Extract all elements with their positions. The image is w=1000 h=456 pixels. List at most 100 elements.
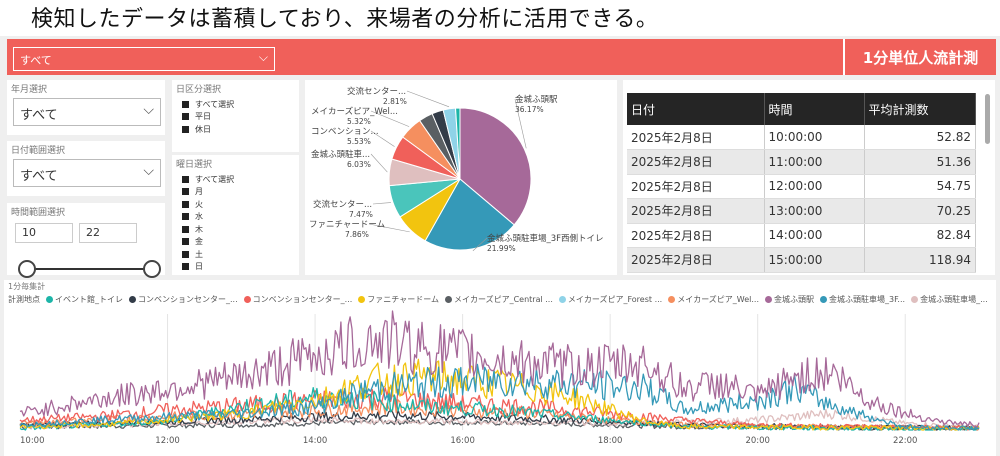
table-row: 2025年2月8日 12:00:00 54.75 bbox=[627, 174, 976, 199]
date-range-filter: 日付範囲選択 すべて ⌵ bbox=[7, 141, 165, 196]
day-type-option[interactable]: すべて選択 bbox=[182, 98, 234, 111]
checkbox-icon bbox=[182, 213, 189, 221]
table-row: 2025年2月8日 15:00:00 118.94 bbox=[627, 247, 976, 273]
chevron-down-icon: ⌵ bbox=[258, 50, 268, 64]
line-chart-legend: 計測地点 イベント館_トイレ コンベンションセンター_... コンベンションセンター… bbox=[8, 294, 998, 305]
time-to-input[interactable]: 22 bbox=[79, 223, 137, 243]
pie-slice-percent: 5.32% bbox=[347, 117, 371, 126]
x-tick-label: 14:00 bbox=[303, 436, 328, 446]
legend-dot-icon bbox=[358, 296, 366, 303]
data-table-panel: 日付 時間 平均計測数 2025年2月8日 10:00:00 52.82 2025年… bbox=[623, 80, 995, 275]
legend-item[interactable]: 金城ふ頭駐車場_... bbox=[911, 294, 988, 305]
legend-dot-icon bbox=[765, 296, 773, 303]
legend-dot-icon bbox=[46, 296, 53, 303]
column-header-average[interactable]: 平均計測数 bbox=[864, 93, 976, 125]
legend-dot-icon bbox=[243, 296, 251, 303]
checkbox-icon bbox=[182, 175, 189, 183]
weekday-option[interactable]: 月 bbox=[182, 186, 234, 199]
legend-dot-icon bbox=[129, 296, 136, 303]
pie-slice-label: 金城ふ頭駐車場_3F西側トイレ bbox=[487, 233, 604, 244]
pie-slice-percent: 7.47% bbox=[349, 210, 373, 219]
pie-slice-percent: 5.53% bbox=[347, 137, 371, 146]
legend-item[interactable]: コンベンションセンター_... bbox=[243, 294, 352, 305]
legend-dot-icon bbox=[668, 296, 676, 303]
day-type-list: すべて選択 平日 休日 bbox=[182, 98, 234, 136]
time-slider-start-handle[interactable] bbox=[18, 260, 36, 278]
legend-item[interactable]: ファニチャードーム bbox=[358, 294, 439, 305]
dashboard-title: 1分単位人流計測 bbox=[843, 39, 996, 75]
month-dropdown[interactable]: すべて ⌵ bbox=[13, 98, 161, 126]
checkbox-icon bbox=[182, 200, 189, 208]
pie-slice-percent: 6.03% bbox=[347, 160, 371, 169]
time-range-filter: 時間範囲選択 10 22 bbox=[7, 203, 165, 278]
weekday-option[interactable]: 土 bbox=[182, 248, 234, 261]
legend-item[interactable]: イベント館_トイレ bbox=[46, 294, 123, 305]
dashboard: すべて ⌵ 1分単位人流計測 年月選択 すべて ⌵ 日付範囲選択 すべて ⌵ 時… bbox=[0, 36, 1000, 456]
pie-slice-percent: 36.17% bbox=[515, 105, 544, 114]
pie-slice-label: 交流センター... bbox=[347, 86, 406, 97]
pie-slice-percent: 7.86% bbox=[345, 230, 369, 239]
time-slider-track[interactable] bbox=[25, 268, 160, 270]
date-range-dropdown[interactable]: すべて ⌵ bbox=[13, 159, 161, 187]
top-bar: すべて ⌵ 1分単位人流計測 bbox=[7, 39, 996, 75]
series-line[interactable] bbox=[19, 363, 980, 431]
x-tick-label: 22:00 bbox=[893, 436, 918, 446]
line-chart-title: 1分毎集計 bbox=[8, 282, 46, 291]
column-header-date[interactable]: 日付 bbox=[627, 93, 765, 125]
weekday-option[interactable]: 金 bbox=[182, 236, 234, 249]
pie-slice-label: 交流センター... bbox=[313, 199, 372, 210]
pie-slice[interactable] bbox=[424, 178, 515, 251]
pie-chart-panel: 金城ふ頭駅 36.17% 金城ふ頭駐車場_3F西側トイレ 21.99% ファニチャードー… bbox=[305, 80, 617, 275]
line-chart-panel: 1分毎集計 計測地点 イベント館_トイレ コンベンションセンター_... コンベンシ… bbox=[4, 280, 996, 456]
pie-slice[interactable] bbox=[455, 107, 461, 180]
pie-slice-label: ファニチャードーム bbox=[309, 220, 385, 230]
checkbox-icon bbox=[182, 113, 189, 121]
legend-item[interactable]: メイカーズピア_Forest ... bbox=[558, 294, 662, 305]
weekday-option[interactable]: 火 bbox=[182, 198, 234, 211]
legend-item[interactable]: コンベンションセンター_... bbox=[129, 294, 238, 305]
checkbox-icon bbox=[182, 225, 189, 233]
date-range-value: すべて bbox=[20, 169, 58, 184]
legend-item[interactable]: 金城ふ頭駅 bbox=[765, 294, 814, 305]
day-type-option[interactable]: 平日 bbox=[182, 111, 234, 124]
time-range-label: 時間範囲選択 bbox=[11, 208, 66, 218]
checkbox-icon bbox=[182, 188, 189, 196]
weekday-option[interactable]: すべて選択 bbox=[182, 173, 234, 186]
time-from-input[interactable]: 10 bbox=[15, 223, 73, 243]
day-type-filter: 日区分選択 すべて選択 平日 休日 bbox=[172, 80, 299, 152]
legend-item[interactable]: メイカーズピア_Wel... bbox=[668, 294, 759, 305]
table-scrollbar[interactable] bbox=[985, 94, 990, 144]
column-header-time[interactable]: 時間 bbox=[764, 93, 865, 125]
pie-leader-line bbox=[370, 153, 388, 173]
day-type-option[interactable]: 休日 bbox=[182, 123, 234, 136]
weekday-option[interactable]: 木 bbox=[182, 223, 234, 236]
pie-slice[interactable] bbox=[459, 107, 532, 226]
pie-slice-label: 金城ふ頭駅 bbox=[515, 94, 558, 105]
pie-slice-label: メイカーズピア_Wel... bbox=[311, 106, 398, 117]
location-select-value: すべて bbox=[20, 54, 52, 67]
pie-leader-line bbox=[370, 110, 410, 127]
weekday-option[interactable]: 水 bbox=[182, 211, 234, 224]
month-dropdown-value: すべて bbox=[20, 108, 58, 123]
location-select[interactable]: すべて ⌵ bbox=[13, 47, 275, 71]
pie-slice-label: コンベンション... bbox=[311, 127, 379, 137]
pie-leader-line bbox=[406, 90, 450, 108]
legend-dot-icon bbox=[820, 296, 828, 303]
x-tick-label: 10:00 bbox=[20, 436, 45, 446]
series-line[interactable] bbox=[19, 310, 980, 428]
pie-slice-percent: 2.81% bbox=[383, 97, 407, 106]
date-range-label: 日付範囲選択 bbox=[11, 146, 66, 156]
checkbox-icon bbox=[182, 250, 189, 258]
legend-item[interactable]: 金城ふ頭駐車場_3F... bbox=[820, 294, 905, 305]
x-tick-label: 18:00 bbox=[598, 436, 623, 446]
checkbox-icon bbox=[182, 263, 189, 271]
legend-item[interactable]: メイカーズピア_Central ... bbox=[444, 294, 553, 305]
time-slider-end-handle[interactable] bbox=[143, 260, 161, 278]
legend-title: 計測地点 bbox=[8, 295, 40, 304]
weekday-option[interactable]: 日 bbox=[182, 261, 234, 274]
day-type-label: 日区分選択 bbox=[176, 85, 222, 95]
weekday-filter: 曜日選択 すべて選択 月 火 水 木 金 土 日 bbox=[172, 155, 299, 275]
checkbox-icon bbox=[182, 238, 189, 246]
x-tick-label: 12:00 bbox=[155, 436, 180, 446]
